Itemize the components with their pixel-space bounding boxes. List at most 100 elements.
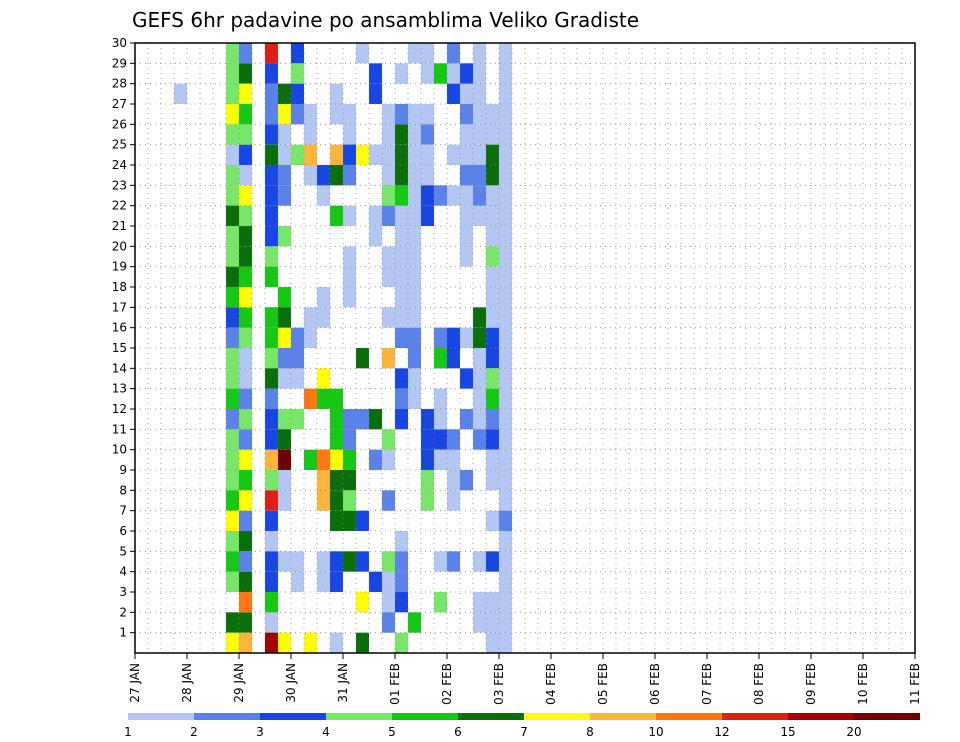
data-cell: [408, 327, 421, 348]
data-cell: [226, 612, 239, 633]
data-cell: [330, 470, 343, 491]
data-cell: [239, 409, 252, 430]
data-cell: [278, 165, 291, 186]
data-cell: [226, 83, 239, 104]
data-cell: [226, 226, 239, 247]
data-cell: [486, 388, 499, 409]
data-cell: [460, 368, 473, 389]
data-cell: [382, 124, 395, 145]
legend-swatch: [326, 713, 392, 720]
data-cell: [447, 429, 460, 450]
data-cell: [226, 63, 239, 84]
y-tick-label: 28: [112, 77, 127, 91]
data-cell: [239, 470, 252, 491]
grid-lines: [135, 43, 915, 653]
data-cell: [499, 571, 512, 592]
data-cell: [356, 144, 369, 165]
data-cell: [408, 287, 421, 308]
data-cell: [291, 83, 304, 104]
x-tick-label: 03 FEB: [492, 663, 506, 705]
y-tick-label: 13: [112, 382, 127, 396]
data-cell: [382, 165, 395, 186]
data-cell: [226, 327, 239, 348]
data-cell: [317, 307, 330, 328]
data-cell: [395, 63, 408, 84]
data-cell: [395, 287, 408, 308]
data-cell: [473, 388, 486, 409]
data-cell: [395, 551, 408, 572]
data-cell: [408, 348, 421, 369]
y-tick-label: 24: [112, 158, 127, 172]
data-cell: [265, 612, 278, 633]
data-cell: [421, 205, 434, 226]
data-cell: [486, 592, 499, 613]
y-tick-label: 17: [112, 300, 127, 314]
data-cell: [473, 348, 486, 369]
y-tick-label: 26: [112, 117, 127, 131]
data-cell: [343, 470, 356, 491]
data-cell: [395, 104, 408, 125]
data-cell: [317, 551, 330, 572]
data-cell: [408, 612, 421, 633]
data-cell: [499, 43, 512, 64]
data-cell: [226, 185, 239, 206]
data-cell: [486, 449, 499, 470]
legend-label: 8: [586, 725, 594, 739]
data-cell: [278, 348, 291, 369]
data-cell: [499, 287, 512, 308]
data-cell: [499, 470, 512, 491]
data-cell: [434, 63, 447, 84]
data-cell: [369, 144, 382, 165]
data-cell: [408, 104, 421, 125]
data-cell: [278, 470, 291, 491]
data-cell: [447, 490, 460, 511]
data-cell: [447, 144, 460, 165]
data-cell: [499, 612, 512, 633]
data-cell: [395, 632, 408, 653]
legend-swatch: [590, 713, 656, 720]
data-cell: [356, 43, 369, 64]
x-tick-label: 10 FEB: [856, 663, 870, 705]
data-cell: [395, 185, 408, 206]
data-cell: [226, 307, 239, 328]
data-cell: [278, 429, 291, 450]
data-cell: [395, 124, 408, 145]
data-cell: [239, 327, 252, 348]
data-cell: [226, 388, 239, 409]
y-tick-label: 20: [112, 239, 127, 253]
data-cell: [356, 632, 369, 653]
data-cell: [408, 368, 421, 389]
data-cell: [486, 409, 499, 430]
data-cell: [382, 144, 395, 165]
data-cell: [421, 429, 434, 450]
y-tick-label: 4: [119, 565, 127, 579]
data-cell: [395, 165, 408, 186]
data-cell: [447, 551, 460, 572]
data-cell: [291, 43, 304, 64]
y-tick-label: 11: [112, 422, 127, 436]
data-cell: [421, 449, 434, 470]
data-cell: [265, 510, 278, 531]
data-cell: [486, 266, 499, 287]
data-cell: [486, 348, 499, 369]
data-cell: [330, 632, 343, 653]
data-cell: [291, 368, 304, 389]
data-cell: [239, 307, 252, 328]
data-cell: [356, 409, 369, 430]
data-cell: [473, 327, 486, 348]
data-cell: [239, 571, 252, 592]
data-cell: [330, 144, 343, 165]
data-cell: [473, 409, 486, 430]
data-cell: [460, 327, 473, 348]
data-cell: [343, 144, 356, 165]
data-cell: [343, 124, 356, 145]
data-cell: [343, 449, 356, 470]
data-cell: [460, 409, 473, 430]
data-cell: [499, 124, 512, 145]
data-cell: [499, 388, 512, 409]
data-cell: [486, 124, 499, 145]
data-cell: [473, 551, 486, 572]
x-tick-label: 27 JAN: [128, 663, 142, 703]
data-cell: [421, 490, 434, 511]
data-cell: [278, 551, 291, 572]
